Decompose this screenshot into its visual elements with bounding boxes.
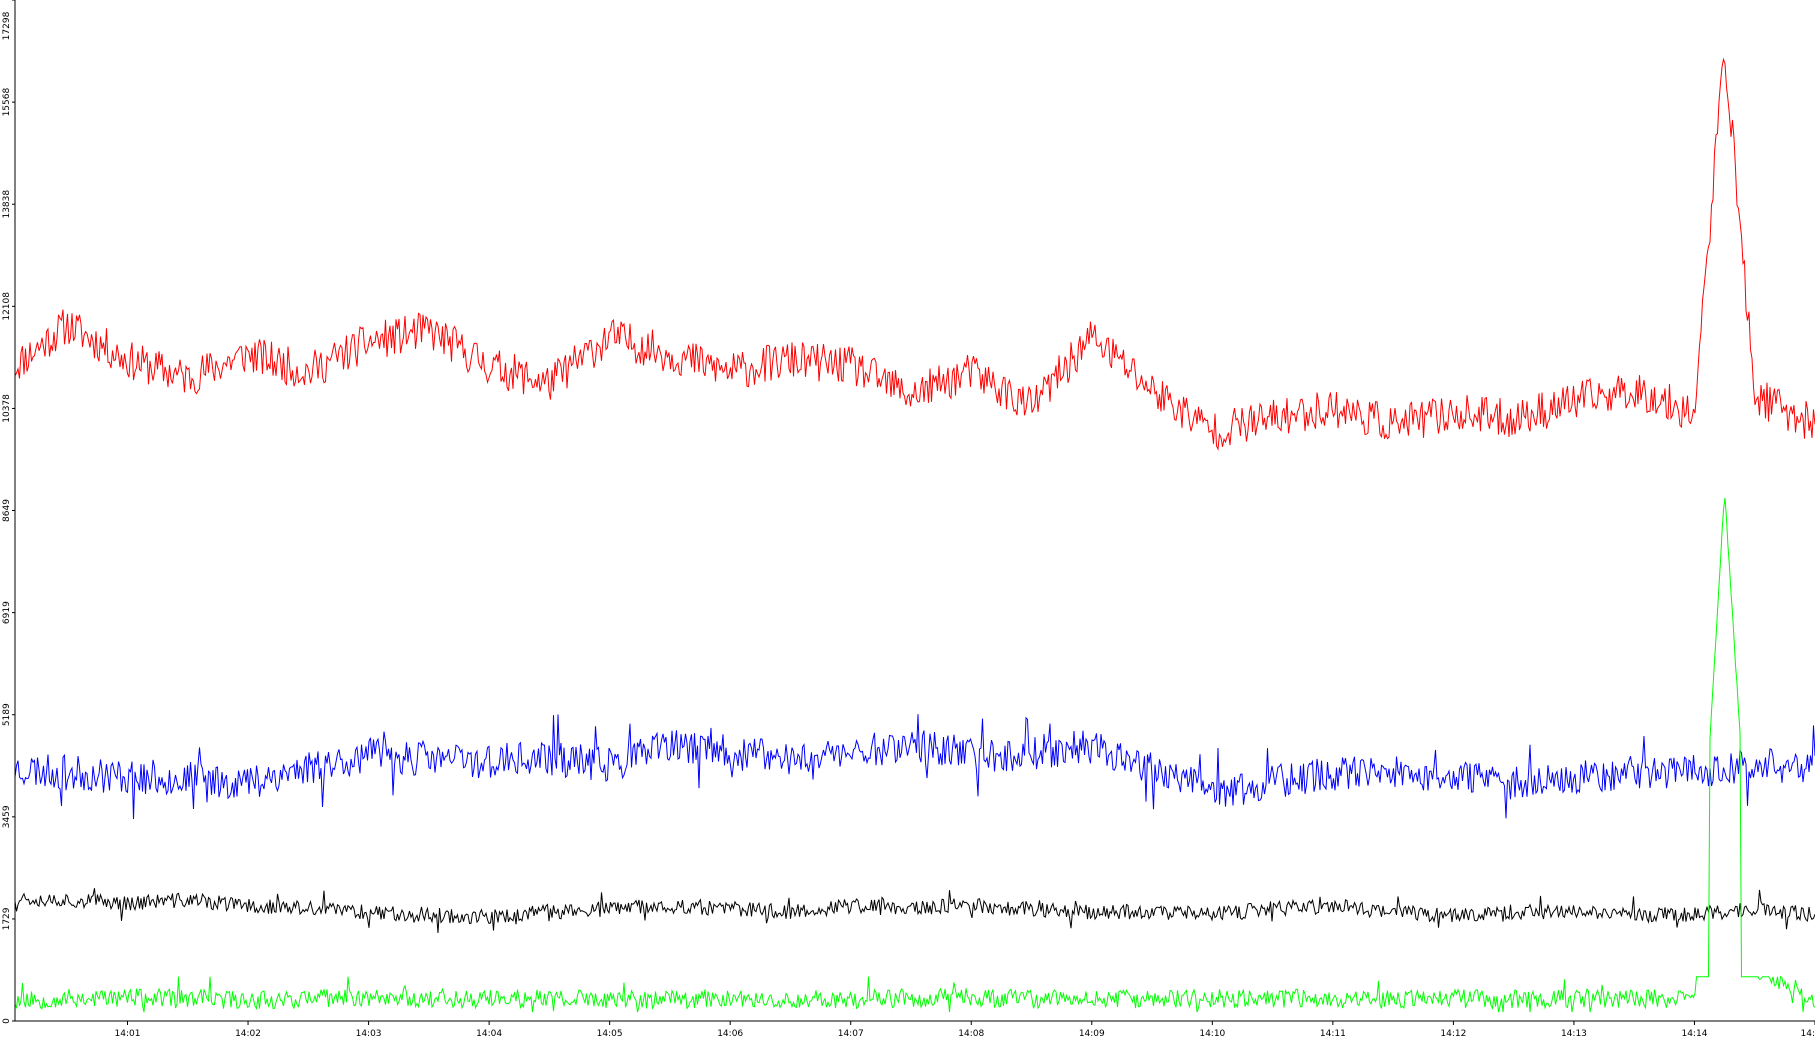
x-tick-label: 14:07 [838, 1029, 864, 1039]
y-tick-label: 3459 [2, 805, 12, 828]
y-tick-label: 13838 [2, 190, 12, 219]
y-tick-label: 17298 [2, 11, 12, 40]
axis-layer [14, 0, 1815, 1022]
x-tick-label: 14:09 [1079, 1029, 1105, 1039]
y-tick-label: 1729 [2, 907, 12, 930]
y-tick-label: 5189 [2, 703, 12, 726]
series-line-2 [14, 714, 1815, 820]
x-tick-label: 14:05 [597, 1029, 623, 1039]
y-tick-label: 15568 [2, 88, 12, 117]
x-tick-label: 14:11 [1320, 1029, 1346, 1039]
x-tick-label: 14: [1801, 1029, 1815, 1039]
series-line-1 [14, 57, 1815, 451]
x-tick-label: 14:13 [1561, 1029, 1587, 1039]
x-tick-labels: 14:01 14:02 14:03 14:04 14:05 14:06 14:07 14:08… [115, 1021, 1815, 1039]
x-tick-label: 14:06 [717, 1029, 743, 1039]
x-tick-label: 14:10 [1199, 1029, 1225, 1039]
y-tick-label: 10378 [2, 394, 12, 423]
x-tick-label: 14:04 [476, 1029, 502, 1039]
series-line-4 [14, 497, 1815, 1013]
x-tick-label: 14:14 [1681, 1029, 1707, 1039]
series-line-3 [14, 888, 1815, 933]
x-tick-label: 14:01 [115, 1029, 141, 1039]
x-tick-label: 14:12 [1440, 1029, 1466, 1039]
series-layer [14, 57, 1815, 1013]
x-tick-label: 14:03 [356, 1029, 382, 1039]
y-tick-label: 8649 [2, 499, 12, 522]
x-tick-label: 14:02 [235, 1029, 261, 1039]
y-tick-label: 6919 [2, 601, 12, 624]
y-tick-labels: 0 1729 3459 5189 6919 8649 10378 12108 13838 1556… [2, 0, 15, 1024]
x-tick-label: 14:08 [958, 1029, 984, 1039]
y-tick-label: 12108 [2, 292, 12, 321]
y-tick-label: 0 [2, 1018, 12, 1024]
